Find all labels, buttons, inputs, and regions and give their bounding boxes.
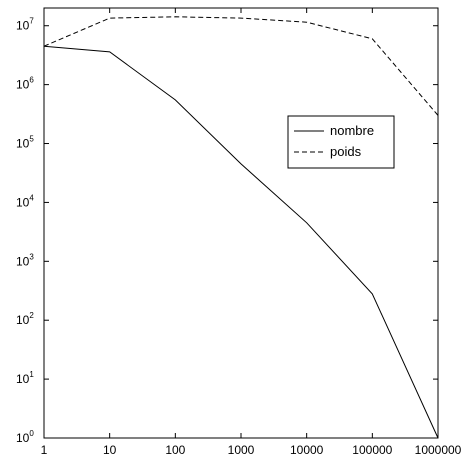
y-tick-label: 102	[16, 311, 34, 327]
y-tick-base: 10	[16, 372, 30, 386]
y-tick-base: 10	[16, 313, 30, 327]
x-axis: 1 10 100 1000 10000 100000 1000000	[41, 8, 462, 457]
legend: nombre poids	[287, 115, 395, 169]
x-tick-label: 100	[165, 443, 185, 457]
y-tick-base: 10	[16, 254, 30, 268]
x-tick-label: 1	[41, 443, 48, 457]
y-tick-base: 10	[16, 195, 30, 209]
series-line-poids	[43, 16, 439, 116]
y-tick-label: 105	[16, 135, 34, 151]
y-tick-exponent: 7	[29, 17, 34, 26]
y-tick-base: 10	[16, 78, 30, 92]
y-tick-label: 100	[16, 429, 34, 445]
y-tick-exponent: 1	[29, 370, 34, 379]
series-layer	[43, 16, 439, 439]
y-tick-label: 107	[16, 17, 34, 33]
y-tick-exponent: 5	[29, 135, 34, 144]
y-tick-base: 10	[16, 431, 30, 445]
x-tick-label: 1000000	[415, 443, 462, 457]
y-tick-exponent: 6	[29, 76, 34, 85]
legend-label-nombre: nombre	[330, 123, 374, 138]
x-tick-label: 100000	[352, 443, 392, 457]
x-tick-label: 1000	[228, 443, 255, 457]
y-tick-exponent: 0	[29, 429, 34, 438]
series-line-nombre	[43, 45, 439, 439]
y-tick-label: 101	[16, 370, 34, 386]
x-tick-label: 10	[103, 443, 117, 457]
x-tick-label: 10000	[290, 443, 324, 457]
legend-label-poids: poids	[330, 144, 362, 159]
y-tick-base: 10	[16, 19, 30, 33]
y-tick-label: 103	[16, 252, 34, 268]
y-tick-label: 104	[16, 193, 34, 209]
y-tick-label: 106	[16, 76, 34, 92]
y-tick-base: 10	[16, 137, 30, 151]
plot-frame	[43, 7, 439, 439]
y-tick-exponent: 2	[29, 311, 34, 320]
legend-box	[287, 115, 395, 169]
y-tick-exponent: 4	[29, 193, 34, 202]
y-tick-exponent: 3	[29, 252, 34, 261]
